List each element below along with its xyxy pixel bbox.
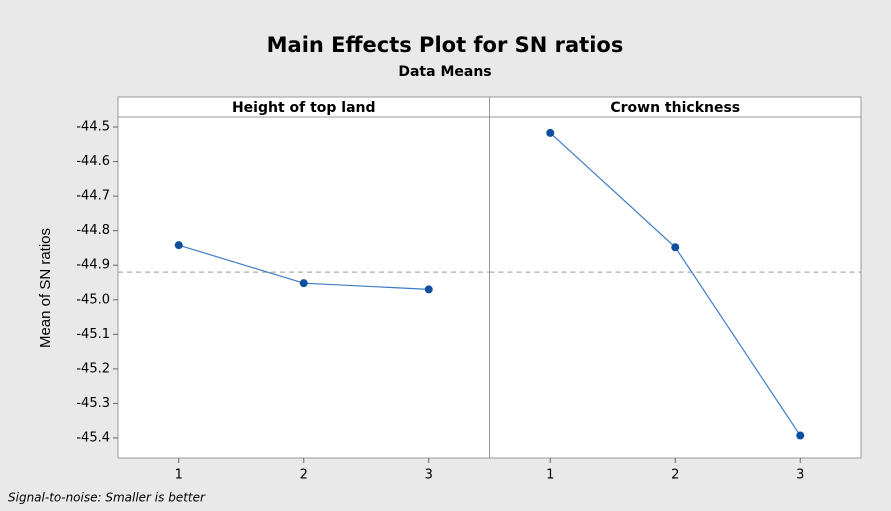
y-tick-label: -45.1 <box>76 327 110 342</box>
panel-title: Crown thickness <box>610 100 740 116</box>
y-tick-label: -45.2 <box>76 361 110 376</box>
marker <box>671 243 680 252</box>
x-tick-label: 3 <box>796 468 804 483</box>
x-tick-label: 2 <box>671 468 679 483</box>
x-tick-label: 3 <box>425 468 433 483</box>
y-tick-label: -45.0 <box>76 292 110 307</box>
x-tick-label: 1 <box>546 468 554 483</box>
y-axis-label: Mean of SN ratios <box>37 228 54 348</box>
marker <box>546 128 555 137</box>
y-tick-label: -45.3 <box>76 396 110 411</box>
marker <box>174 241 183 250</box>
footnote: Signal-to-noise: Smaller is better <box>8 491 206 505</box>
y-tick-label: -45.4 <box>76 430 110 445</box>
marker <box>796 431 805 440</box>
x-tick-label: 1 <box>175 468 183 483</box>
marker <box>424 285 433 294</box>
x-tick-label: 2 <box>300 468 308 483</box>
y-tick-label: -44.5 <box>76 120 110 135</box>
panel-title: Height of top land <box>232 100 376 116</box>
chart-subtitle: Data Means <box>398 64 491 80</box>
y-tick-label: -44.8 <box>76 223 110 238</box>
y-tick-label: -44.7 <box>76 189 110 204</box>
marker <box>299 279 308 288</box>
y-tick-label: -44.6 <box>76 154 110 169</box>
y-tick-label: -44.9 <box>76 258 110 273</box>
chart-title: Main Effects Plot for SN ratios <box>267 33 624 57</box>
